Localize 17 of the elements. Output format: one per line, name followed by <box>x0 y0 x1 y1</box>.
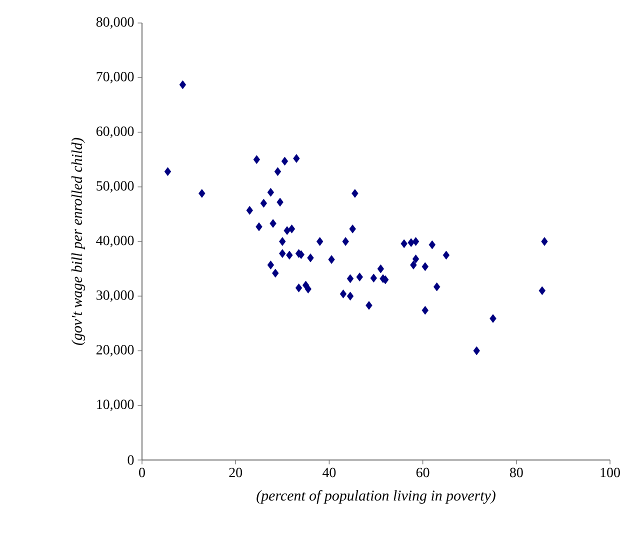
x-tick-label: 20 <box>229 468 242 478</box>
y-tick-label: 30,000 <box>96 290 134 302</box>
y-axis-title: (gov't wage bill per enrolled child) <box>71 138 86 346</box>
x-tick-label: 40 <box>322 468 336 478</box>
y-tick-label: 40,000 <box>96 236 134 248</box>
y-tick-label: 60,000 <box>96 126 134 138</box>
x-tick-label: 80 <box>510 468 523 478</box>
x-tick-label: 100 <box>600 468 620 478</box>
y-tick-label: 0 <box>128 455 134 465</box>
x-tick-label: 60 <box>416 468 430 478</box>
y-tick-label: 20,000 <box>96 345 134 356</box>
y-tick-label: 50,000 <box>96 181 134 193</box>
x-axis-title: (percent of population living in poverty) <box>256 490 496 504</box>
y-tick-label: 10,000 <box>97 400 134 412</box>
x-tick-label: 0 <box>139 468 145 478</box>
y-tick-label: 70,000 <box>96 72 134 84</box>
y-tick-label: 80,000 <box>96 17 134 29</box>
